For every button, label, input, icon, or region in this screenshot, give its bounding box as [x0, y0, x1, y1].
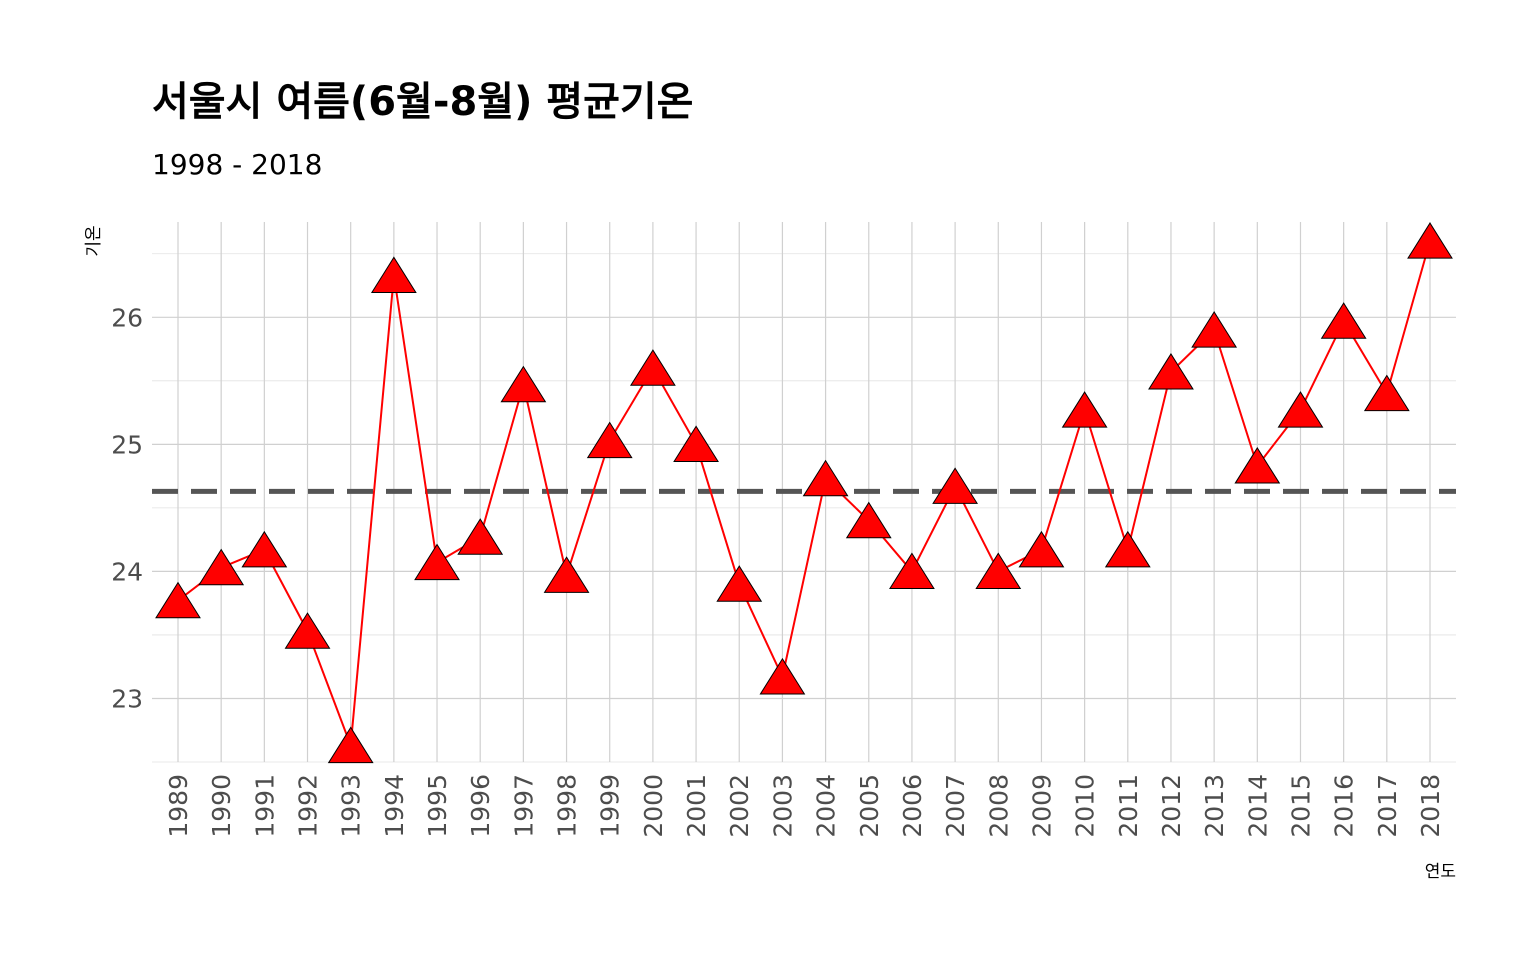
x-tick-label: 2006 — [898, 774, 927, 838]
x-tick-label: 1996 — [466, 774, 495, 838]
x-tick-label: 1989 — [164, 774, 193, 838]
x-tick-label: 1993 — [337, 774, 366, 838]
x-tick-label: 1994 — [380, 774, 409, 838]
x-tick-label: 2008 — [984, 774, 1013, 838]
data-point-1993 — [327, 726, 374, 764]
x-tick-label: 2002 — [725, 774, 754, 838]
data-point-2000 — [629, 349, 676, 386]
x-tick-label: 2012 — [1157, 774, 1186, 838]
series-group — [155, 222, 1453, 764]
data-point-2010 — [1061, 391, 1108, 428]
data-point-1991 — [241, 530, 288, 568]
data-point-2012 — [1148, 352, 1194, 390]
data-point-1996 — [457, 518, 504, 555]
y-tick-label: 25 — [111, 430, 143, 459]
x-tick-label: 1995 — [423, 774, 452, 838]
x-tick-label: 2007 — [941, 774, 970, 838]
x-tick-label: 2005 — [855, 774, 884, 838]
y-axis-title: 기온 — [84, 225, 104, 256]
data-point-1992 — [284, 612, 331, 649]
x-tick-label: 2016 — [1330, 774, 1359, 838]
data-point-2008 — [975, 552, 1022, 590]
data-point-2004 — [802, 459, 849, 497]
data-point-2006 — [889, 552, 935, 590]
data-point-1989 — [155, 581, 201, 619]
x-tick-label: 2014 — [1243, 774, 1272, 838]
x-tick-label: 2017 — [1373, 774, 1402, 838]
tick-labels: 23 24 25 26 1989 1990 1991 1992 1993 1994 1995 1996… — [111, 303, 1445, 837]
x-tick-label: 2000 — [639, 774, 668, 838]
x-tick-label: 2018 — [1416, 774, 1445, 838]
data-point-1997 — [500, 365, 547, 403]
data-point-2003 — [759, 657, 806, 695]
data-point-1998 — [543, 556, 590, 593]
data-point-2017 — [1363, 374, 1410, 412]
data-point-1995 — [414, 543, 460, 581]
y-tick-label: 23 — [111, 684, 143, 713]
data-point-2013 — [1191, 311, 1238, 348]
x-tick-label: 2003 — [768, 774, 797, 838]
data-point-2002 — [716, 565, 763, 602]
x-tick-label: 1991 — [250, 774, 279, 838]
y-tick-label: 26 — [111, 303, 143, 332]
data-point-1994 — [370, 256, 417, 293]
chart-title: 서울시 여름(6월-8월) 평균기온 — [152, 79, 694, 125]
x-tick-label: 1997 — [509, 774, 538, 838]
data-point-2007 — [932, 467, 979, 504]
series-line — [177, 240, 1431, 746]
x-tick-label: 1992 — [294, 774, 323, 838]
x-tick-label: 2013 — [1200, 774, 1229, 838]
data-point-2001 — [673, 425, 719, 462]
x-tick-label: 2009 — [1027, 774, 1056, 838]
x-tick-label: 1990 — [207, 774, 236, 838]
data-point-1990 — [198, 548, 245, 586]
data-point-2016 — [1320, 302, 1367, 339]
x-tick-label: 2004 — [812, 774, 841, 838]
x-tick-label: 1999 — [596, 774, 625, 838]
data-point-2011 — [1104, 530, 1151, 568]
data-point-2014 — [1234, 447, 1281, 484]
x-tick-label: 2010 — [1071, 774, 1100, 838]
data-point-2005 — [845, 501, 892, 539]
x-axis-title: 연도 — [1425, 862, 1456, 882]
data-point-2018 — [1407, 222, 1453, 259]
data-point-1999 — [586, 421, 633, 459]
x-tick-label: 1998 — [553, 774, 582, 838]
y-tick-label: 24 — [111, 557, 143, 586]
x-tick-label: 2015 — [1286, 774, 1315, 838]
data-point-2009 — [1018, 530, 1065, 568]
x-tick-label: 2001 — [682, 774, 711, 838]
x-tick-label: 2011 — [1114, 774, 1143, 838]
data-point-2015 — [1277, 391, 1324, 428]
chart-subtitle: 1998 - 2018 — [152, 148, 323, 181]
